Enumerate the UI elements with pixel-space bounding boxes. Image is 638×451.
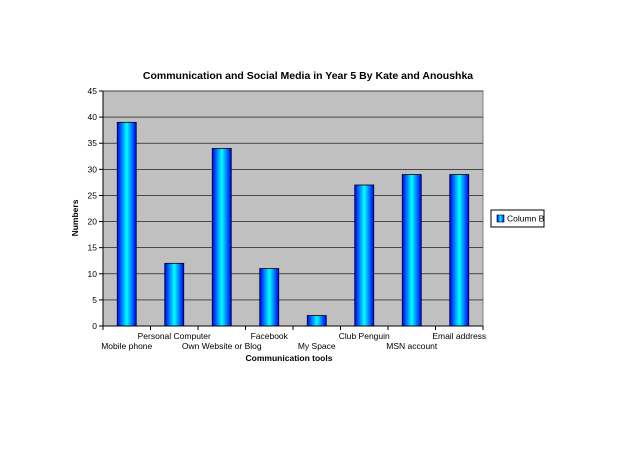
x-tick-label: Club Penguin — [339, 331, 390, 341]
x-tick-label: Personal Computer — [138, 331, 211, 341]
x-axis-title: Communication tools — [246, 353, 333, 363]
x-tick-label: Mobile phone — [101, 341, 152, 351]
x-tick-label: MSN account — [386, 341, 438, 351]
plot-area — [102, 90, 484, 327]
bar — [354, 184, 375, 327]
legend-box — [490, 209, 545, 228]
bars — [116, 121, 470, 327]
y-tick-label: 10 — [88, 269, 98, 279]
bar — [211, 148, 232, 327]
bar — [306, 315, 327, 327]
y-tick-label: 45 — [88, 86, 98, 96]
y-tick-label: 5 — [92, 295, 97, 305]
legend: Column B — [490, 209, 545, 228]
legend-swatch — [496, 214, 505, 223]
bar — [164, 262, 185, 327]
y-tick-label: 30 — [88, 164, 98, 174]
x-tick-label: Facebook — [251, 331, 289, 341]
bar — [259, 268, 280, 327]
y-tick-label: 20 — [88, 217, 98, 227]
chart-title: Communication and Social Media in Year 5… — [143, 70, 473, 82]
x-tick-label: My Space — [298, 341, 336, 351]
y-tick-label: 0 — [92, 321, 97, 331]
y-tick-label: 25 — [88, 190, 98, 200]
y-tick-label: 15 — [88, 243, 98, 253]
legend-label: Column B — [507, 214, 545, 224]
bar — [449, 174, 470, 327]
y-tick-label: 40 — [88, 112, 98, 122]
bar — [116, 121, 137, 327]
x-tick-label: Email address — [432, 331, 486, 341]
y-axis-ticks: 0 5 10 15 20 25 30 35 40 45 — [88, 86, 103, 331]
x-tick-label: Own Website or Blog — [182, 341, 262, 351]
y-tick-label: 35 — [88, 138, 98, 148]
bar — [401, 174, 422, 327]
y-axis-title: Numbers — [70, 199, 80, 236]
